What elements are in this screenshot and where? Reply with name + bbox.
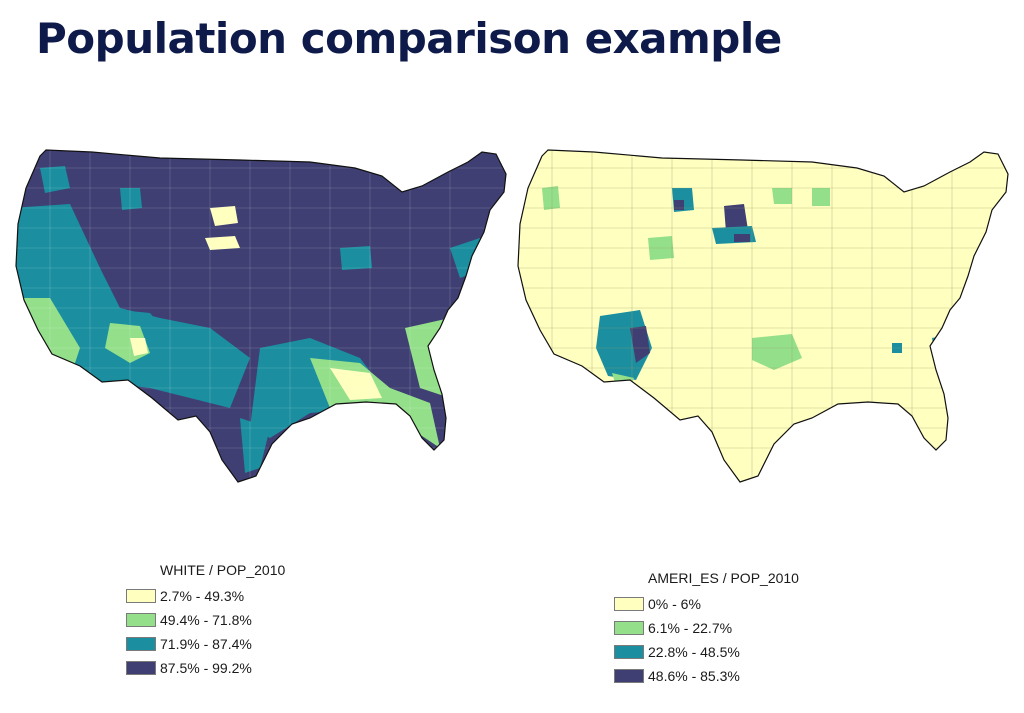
legend-label: 6.1% - 22.7% bbox=[648, 620, 733, 636]
legend-item: 2.7% - 49.3% bbox=[126, 584, 285, 608]
white-population-legend: WHITE / POP_2010 2.7% - 49.3% 49.4% - 71… bbox=[126, 562, 285, 680]
legend-swatch bbox=[614, 621, 644, 635]
american-indian-population-choropleth-map bbox=[512, 148, 1024, 493]
legend-swatch bbox=[614, 645, 644, 659]
legend-label: 22.8% - 48.5% bbox=[648, 644, 740, 660]
legend-item: 87.5% - 99.2% bbox=[126, 656, 285, 680]
legend-label: 49.4% - 71.8% bbox=[160, 612, 252, 628]
slide-title: Population comparison example bbox=[36, 14, 782, 63]
legend-item: 71.9% - 87.4% bbox=[126, 632, 285, 656]
legend-item: 22.8% - 48.5% bbox=[614, 640, 799, 664]
legend-swatch bbox=[126, 589, 156, 603]
legend-item: 48.6% - 85.3% bbox=[614, 664, 799, 688]
legend-item: 49.4% - 71.8% bbox=[126, 608, 285, 632]
legend-swatch bbox=[126, 613, 156, 627]
legend-item: 6.1% - 22.7% bbox=[614, 616, 799, 640]
white-population-choropleth-map bbox=[10, 148, 510, 493]
legend-label: 0% - 6% bbox=[648, 596, 701, 612]
legend-swatch bbox=[614, 669, 644, 683]
legend-title: AMERI_ES / POP_2010 bbox=[648, 570, 799, 586]
legend-item: 0% - 6% bbox=[614, 592, 799, 616]
legend-label: 2.7% - 49.3% bbox=[160, 588, 245, 604]
legend-swatch bbox=[126, 637, 156, 651]
legend-title: WHITE / POP_2010 bbox=[160, 562, 286, 578]
legend-label: 48.6% - 85.3% bbox=[648, 668, 740, 684]
legend-label: 71.9% - 87.4% bbox=[160, 636, 252, 652]
legend-label: 87.5% - 99.2% bbox=[160, 660, 252, 676]
legend-swatch bbox=[126, 661, 156, 675]
legend-swatch bbox=[614, 597, 644, 611]
american-indian-population-legend: AMERI_ES / POP_2010 0% - 6% 6.1% - 22.7%… bbox=[614, 570, 799, 688]
